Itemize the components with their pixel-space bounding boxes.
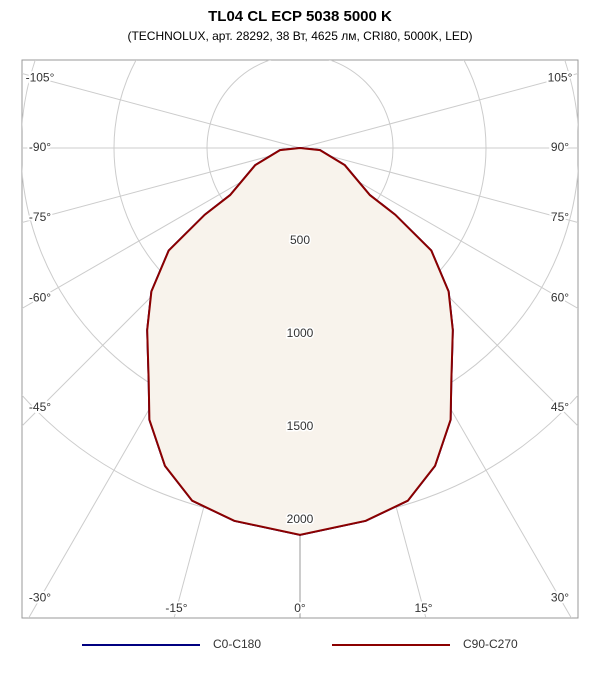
angle-tick-label: 105° bbox=[548, 71, 573, 85]
r-tick-label: 1500 bbox=[287, 419, 314, 433]
angle-tick-label: -90° bbox=[29, 140, 51, 154]
legend: C0-C180 C90-C270 bbox=[82, 637, 518, 651]
r-tick-label: 1000 bbox=[287, 326, 314, 340]
grid-ray bbox=[22, 73, 301, 149]
labels: 500 1000 1500 2000 -105° -90° -75° -60° -45° -30°… bbox=[24, 69, 575, 618]
r-tick-label: 500 bbox=[290, 233, 310, 247]
grid-ray bbox=[299, 147, 578, 223]
grid-ray bbox=[22, 147, 301, 223]
angle-tick-label: 90° bbox=[551, 140, 569, 154]
r-tick-label: 2000 bbox=[287, 512, 314, 526]
angle-tick-label: -15° bbox=[165, 601, 187, 615]
angle-tick-label: 0° bbox=[294, 601, 306, 615]
angle-tick-label: -45° bbox=[29, 400, 51, 414]
intensity-curve bbox=[146, 146, 454, 536]
angle-tick-label: 60° bbox=[551, 290, 569, 304]
angle-tick-label: 30° bbox=[551, 591, 569, 605]
angle-tick-label: 45° bbox=[551, 400, 569, 414]
grid-ray bbox=[299, 73, 578, 149]
angle-tick-label: -75° bbox=[29, 210, 51, 224]
angle-tick-label: -105° bbox=[26, 71, 55, 85]
angle-tick-label: 75° bbox=[551, 210, 569, 224]
legend-label: C90-C270 bbox=[463, 637, 518, 651]
angle-tick-label: 15° bbox=[414, 601, 432, 615]
legend-label: C0-C180 bbox=[213, 637, 261, 651]
chart-title: TL04 CL ECP 5038 5000 K bbox=[208, 8, 392, 25]
angle-tick-label: -60° bbox=[29, 290, 51, 304]
chart-subtitle: (TECHNOLUX, арт. 28292, 38 Вт, 4625 лм, … bbox=[127, 29, 472, 43]
angle-tick-label: -30° bbox=[29, 591, 51, 605]
curves bbox=[146, 146, 454, 536]
